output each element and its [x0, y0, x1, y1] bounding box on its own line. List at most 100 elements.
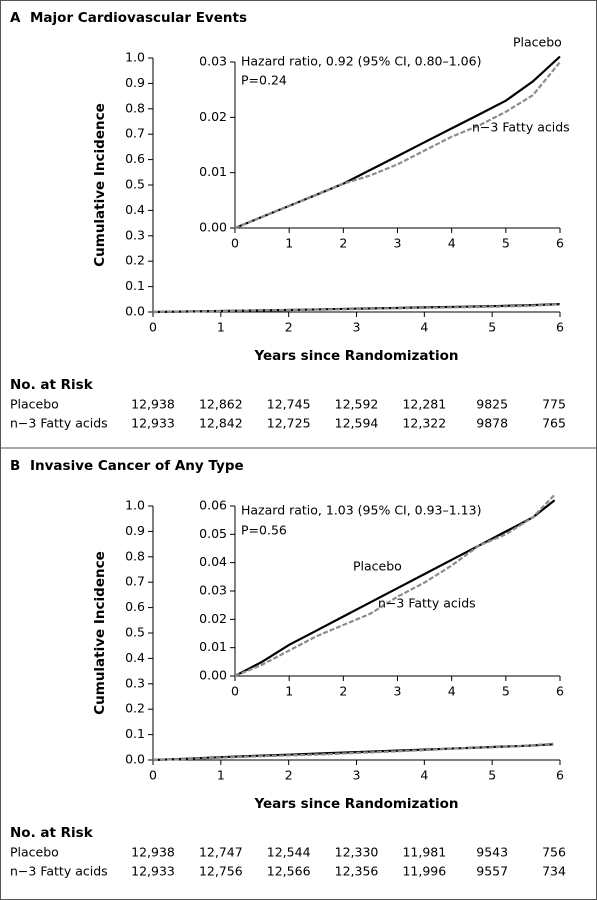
x-tick-label: 2	[339, 684, 347, 699]
y-tick-label: 0.4	[125, 202, 145, 217]
x-tick-label: 3	[353, 768, 361, 783]
y-tick-label: 0.04	[199, 554, 227, 569]
x-axis-title: Years since Randomization	[253, 348, 458, 364]
annotation: Hazard ratio, 1.03 (95% CI, 0.93–1.13)	[241, 503, 481, 518]
chart-title: Invasive Cancer of Any Type	[30, 458, 244, 474]
risk-value: 765	[542, 416, 566, 431]
annotation: P=0.24	[241, 73, 287, 88]
y-tick-label: 0.7	[125, 126, 145, 141]
x-tick-label: 6	[556, 236, 564, 251]
y-tick-label: 0.2	[125, 253, 145, 268]
risk-value: 12,356	[335, 864, 379, 879]
risk-value: 12,862	[199, 397, 243, 412]
risk-row-label: Placebo	[10, 845, 59, 860]
y-tick-label: 0.9	[125, 523, 145, 538]
risk-value: 9878	[476, 416, 508, 431]
risk-value: 12,566	[267, 864, 311, 879]
risk-value: 12,725	[267, 416, 311, 431]
x-tick-label: 1	[285, 236, 293, 251]
risk-value: 12,933	[131, 416, 175, 431]
x-tick-label: 5	[488, 320, 496, 335]
y-tick-label: 0.03	[199, 583, 227, 598]
risk-value: 12,842	[199, 416, 243, 431]
risk-value: 12,938	[131, 845, 175, 860]
y-tick-label: 0.0	[125, 752, 145, 767]
y-tick-label: 0.9	[125, 75, 145, 90]
x-tick-label: 2	[285, 768, 293, 783]
y-tick-label: 0.00	[199, 220, 227, 235]
x-tick-label: 0	[149, 320, 157, 335]
annotation: P=0.56	[241, 523, 287, 538]
risk-value: 12,747	[199, 845, 243, 860]
risk-value: 11,996	[402, 864, 446, 879]
risk-value: 12,745	[267, 397, 311, 412]
risk-value: 11,981	[402, 845, 446, 860]
y-tick-label: 0.6	[125, 599, 145, 614]
y-tick-label: 0.02	[199, 611, 227, 626]
y-tick-label: 0.01	[199, 164, 227, 179]
x-tick-label: 0	[231, 684, 239, 699]
y-tick-label: 0.3	[125, 227, 145, 242]
x-tick-label: 1	[285, 684, 293, 699]
panel-label: B	[10, 458, 20, 474]
risk-value: 9825	[476, 397, 508, 412]
risk-table-title: No. at Risk	[10, 825, 94, 841]
risk-value: 12,544	[267, 845, 311, 860]
x-tick-label: 4	[420, 768, 428, 783]
risk-value: 9543	[476, 845, 508, 860]
y-tick-label: 1.0	[125, 498, 145, 513]
risk-value: 12,756	[199, 864, 243, 879]
y-tick-label: 0.5	[125, 177, 145, 192]
panel-label: A	[10, 10, 21, 26]
series-line	[152, 303, 561, 314]
risk-row-label: n−3 Fatty acids	[10, 864, 108, 879]
y-tick-label: 0.0	[125, 304, 145, 319]
annotation: Hazard ratio, 0.92 (95% CI, 0.80–1.06)	[241, 54, 481, 69]
x-tick-label: 4	[448, 684, 456, 699]
y-tick-label: 0.3	[125, 675, 145, 690]
risk-value: 12,933	[131, 864, 175, 879]
risk-value: 12,592	[335, 397, 379, 412]
x-tick-label: 2	[339, 236, 347, 251]
risk-value: 12,938	[131, 397, 175, 412]
x-tick-label: 0	[231, 236, 239, 251]
risk-value: 12,281	[402, 397, 446, 412]
series-label: n−3 Fatty acids	[472, 120, 570, 135]
x-axis-title: Years since Randomization	[253, 796, 458, 812]
risk-value: 734	[542, 864, 566, 879]
y-tick-label: 0.8	[125, 100, 145, 115]
series-line	[234, 493, 556, 678]
y-tick-label: 0.8	[125, 548, 145, 563]
x-tick-label: 3	[394, 236, 402, 251]
x-tick-label: 3	[394, 684, 402, 699]
x-tick-label: 5	[502, 684, 510, 699]
risk-row-label: n−3 Fatty acids	[10, 416, 108, 431]
risk-value: 775	[542, 397, 566, 412]
y-tick-label: 0.1	[125, 278, 145, 293]
y-tick-label: 0.05	[199, 526, 227, 541]
x-tick-label: 6	[556, 684, 564, 699]
series-label: Placebo	[353, 559, 402, 574]
x-tick-label: 1	[217, 768, 225, 783]
series-label: n−3 Fatty acids	[378, 596, 476, 611]
series-line	[234, 499, 556, 677]
x-tick-label: 1	[217, 320, 225, 335]
risk-value: 9557	[476, 864, 508, 879]
y-tick-label: 0.01	[199, 639, 227, 654]
risk-value: 12,322	[402, 416, 446, 431]
y-tick-label: 0.1	[125, 726, 145, 741]
y-tick-label: 0.7	[125, 574, 145, 589]
x-tick-label: 4	[420, 320, 428, 335]
y-tick-label: 0.2	[125, 701, 145, 716]
y-axis-title: Cumulative Incidence	[92, 551, 108, 715]
risk-row-label: Placebo	[10, 397, 59, 412]
y-tick-label: 0.4	[125, 650, 145, 665]
y-tick-label: 0.02	[199, 109, 227, 124]
y-tick-label: 1.0	[125, 50, 145, 65]
x-tick-label: 0	[149, 768, 157, 783]
y-tick-label: 0.00	[199, 668, 227, 683]
y-tick-label: 0.03	[199, 54, 227, 69]
y-axis-title: Cumulative Incidence	[92, 103, 108, 267]
